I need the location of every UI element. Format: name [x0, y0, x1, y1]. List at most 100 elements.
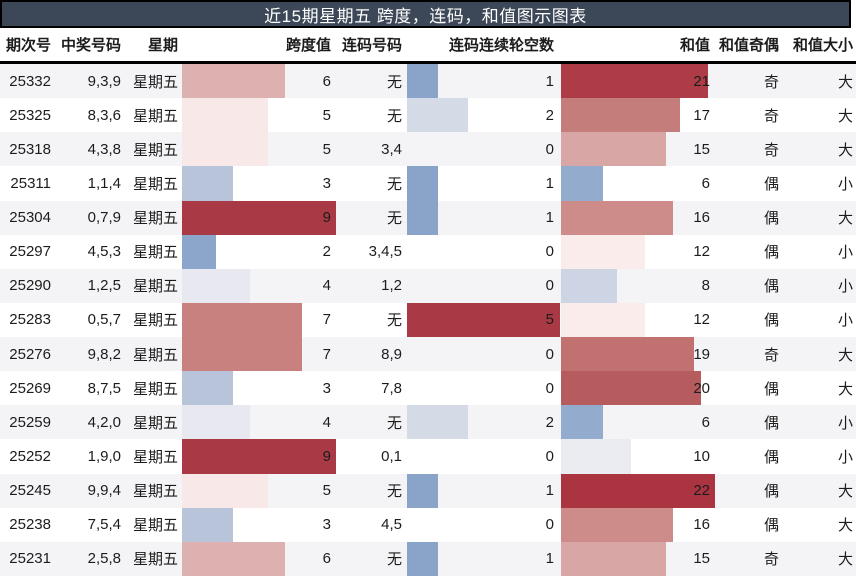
period-cell: 25290 — [0, 269, 60, 303]
size-cell-value: 小 — [837, 244, 853, 262]
sum-cell-bar — [561, 371, 702, 406]
period-cell: 25318 — [0, 132, 60, 166]
size-cell: 大 — [783, 64, 856, 98]
skip-cell: 0 — [407, 439, 561, 473]
winning-numbers-cell: 4,5,3 — [60, 235, 125, 269]
size-cell-value: 大 — [837, 483, 853, 501]
size-cell-value: 大 — [837, 551, 853, 569]
size-cell: 小 — [783, 405, 856, 439]
winning-numbers-cell-value: 1,1,4 — [87, 174, 121, 192]
skip-cell: 0 — [407, 371, 561, 405]
parity-cell-value: 偶 — [763, 380, 779, 398]
skip-cell-value: 0 — [545, 345, 554, 363]
span-cell-bar — [182, 439, 337, 474]
period-cell: 25332 — [0, 64, 60, 98]
sum-cell: 12 — [561, 234, 716, 269]
header-span: 跨度值 — [285, 37, 331, 54]
span-cell: 5 — [182, 473, 337, 508]
sum-cell: 22 — [561, 473, 716, 508]
span-cell: 4 — [182, 405, 337, 440]
lianma-cell: 无 — [337, 303, 407, 337]
weekday-cell-value: 星期五 — [132, 175, 178, 193]
period-cell-value: 25252 — [9, 447, 51, 465]
sum-cell: 20 — [561, 371, 716, 406]
parity-cell-value: 偶 — [763, 210, 779, 228]
winning-numbers-cell-value: 1,9,0 — [87, 447, 121, 465]
span-cell-value: 5 — [322, 140, 331, 158]
sum-cell-bar — [561, 200, 674, 235]
period-cell: 25297 — [0, 235, 60, 269]
parity-cell: 偶 — [716, 474, 783, 508]
period-cell-value: 25231 — [9, 550, 51, 568]
weekday-cell: 星期五 — [125, 303, 182, 337]
lianma-cell-value: 无 — [386, 414, 402, 432]
size-cell-value: 小 — [837, 312, 853, 330]
period-cell: 25259 — [0, 405, 60, 439]
period-cell-value: 25297 — [9, 243, 51, 261]
skip-cell-bar — [407, 302, 561, 337]
skip-cell-value: 0 — [545, 140, 554, 158]
sum-cell: 16 — [561, 200, 716, 235]
parity-cell: 偶 — [716, 166, 783, 200]
span-cell-bar — [182, 302, 302, 337]
parity-cell-value: 奇 — [763, 551, 779, 569]
lianma-cell: 3,4,5 — [337, 235, 407, 269]
table-body: 25332 9,3,9 星期五 6 无 1 21 奇大 25325 8,3,6 星期五 5 无 2 17 奇大… — [0, 64, 856, 576]
chart-title: 近15期星期五 跨度，连码，和值图示图表 — [264, 6, 587, 26]
span-cell-value: 2 — [322, 243, 331, 261]
period-cell: 25276 — [0, 337, 60, 371]
header-size: 和值大小 — [792, 37, 853, 54]
skip-cell-value: 0 — [545, 379, 554, 397]
winning-numbers-cell: 2,5,8 — [60, 542, 125, 576]
lianma-cell-value: 无 — [386, 73, 402, 91]
size-cell-value: 大 — [837, 73, 853, 91]
span-cell-value: 3 — [322, 379, 331, 397]
sum-cell-bar — [561, 98, 681, 133]
weekday-cell-value: 星期五 — [132, 278, 178, 296]
skip-cell: 0 — [407, 269, 561, 303]
table-row: 25283 0,5,7 星期五 7 无 5 12 偶 小 — [0, 302, 856, 337]
parity-cell-value: 偶 — [763, 517, 779, 535]
skip-cell: 1 — [407, 473, 561, 508]
table-row: 25245 9,9,4 星期五 5 无 1 22 偶 大 — [0, 473, 856, 508]
winning-numbers-cell: 1,9,0 — [60, 439, 125, 473]
size-cell-value: 大 — [837, 380, 853, 398]
sum-cell-bar — [561, 473, 716, 508]
weekday-cell: 星期五 — [125, 64, 182, 98]
winning-numbers-cell: 1,1,4 — [60, 166, 125, 200]
weekday-cell: 星期五 — [125, 405, 182, 439]
header-sum: 和值 — [679, 37, 710, 54]
sum-cell: 6 — [561, 405, 716, 440]
sum-cell-bar — [561, 302, 646, 337]
parity-cell-value: 偶 — [763, 278, 779, 296]
winning-numbers-cell: 9,9,4 — [60, 474, 125, 508]
header-lianma: 连码号码 — [341, 37, 402, 54]
table-header-row: 期次号 中奖号码 星期 跨度值 连码号码 连码连续轮空数 和值 和值奇偶 和值大… — [0, 28, 856, 64]
sum-cell-bar — [561, 132, 667, 167]
lianma-cell: 7,8 — [337, 371, 407, 405]
weekday-cell: 星期五 — [125, 542, 182, 576]
sum-cell-value: 8 — [701, 277, 710, 295]
sum-cell-bar — [561, 405, 604, 440]
size-cell: 大 — [783, 474, 856, 508]
lianma-cell: 无 — [337, 201, 407, 235]
period-cell-value: 25283 — [9, 311, 51, 329]
parity-cell-value: 偶 — [763, 483, 779, 501]
size-cell: 大 — [783, 508, 856, 542]
weekday-cell: 星期五 — [125, 269, 182, 303]
weekday-cell-value: 星期五 — [132, 244, 178, 262]
span-cell-bar — [182, 337, 302, 372]
parity-cell-value: 奇 — [763, 346, 779, 364]
weekday-cell-value: 星期五 — [132, 517, 178, 535]
header-parity: 和值奇偶 — [718, 37, 779, 54]
span-cell: 7 — [182, 302, 337, 337]
skip-cell: 1 — [407, 200, 561, 235]
parity-cell: 偶 — [716, 405, 783, 439]
parity-cell-value: 偶 — [763, 175, 779, 193]
winning-numbers-cell: 1,2,5 — [60, 269, 125, 303]
sum-cell-value: 20 — [693, 379, 710, 397]
weekday-cell-value: 星期五 — [132, 380, 178, 398]
sum-cell-bar — [561, 337, 695, 372]
sum-cell: 16 — [561, 507, 716, 542]
winning-numbers-cell-value: 0,7,9 — [87, 209, 121, 227]
